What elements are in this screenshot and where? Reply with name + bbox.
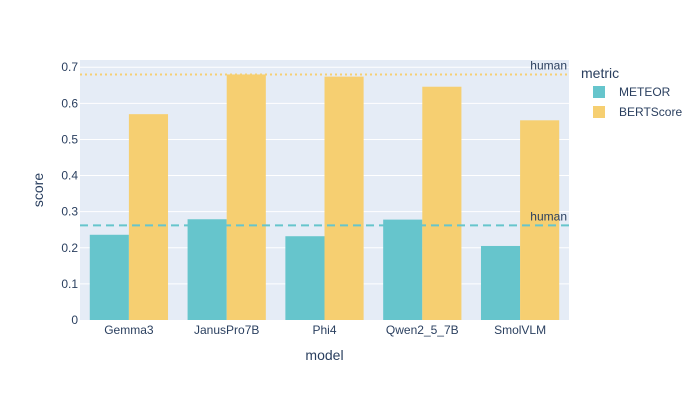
bar-bertscore-qwen2_5_7b	[422, 86, 462, 320]
y-tick-labels: 0 0.1 0.2 0.3 0.4 0.5 0.6 0.7	[61, 60, 78, 327]
y-tick-label: 0.6	[61, 96, 78, 110]
x-tick-label: SmolVLM	[494, 323, 546, 337]
legend-label: BERTScore	[619, 105, 682, 119]
bar-meteor-smolvlm	[480, 245, 521, 320]
bar-meteor-phi4	[285, 236, 325, 320]
reference-line-label: human	[530, 58, 567, 72]
legend-swatch-bertscore	[593, 106, 605, 118]
bar-bertscore-gemma3	[128, 114, 169, 321]
x-axis-label: model	[305, 347, 343, 363]
x-tick-label: Gemma3	[104, 323, 154, 337]
x-tick-labels: Gemma3 JanusPro7B Phi4 Qwen2_5_7B SmolVLM	[104, 323, 546, 337]
x-tick-label: Phi4	[312, 323, 336, 337]
y-tick-label: 0.4	[61, 169, 78, 183]
y-tick-label: 0	[71, 313, 78, 327]
y-axis-label: score	[30, 173, 46, 207]
y-tick-label: 0.3	[61, 205, 78, 219]
legend-label: METEOR	[619, 85, 671, 99]
x-tick-label: Qwen2_5_7B	[386, 323, 459, 337]
y-tick-label: 0.7	[61, 60, 78, 74]
bars	[89, 74, 560, 321]
y-tick-label: 0.5	[61, 132, 78, 146]
legend: METEOR BERTScore	[593, 85, 682, 119]
bar-bertscore-smolvlm	[520, 120, 560, 320]
bar-meteor-januspro7b	[187, 219, 227, 320]
x-tick-label: JanusPro7B	[194, 323, 259, 337]
reference-line-label: human	[530, 209, 567, 223]
bar-bertscore-phi4	[324, 76, 364, 320]
y-tick-label: 0.2	[61, 241, 78, 255]
bar-meteor-gemma3	[89, 234, 129, 320]
legend-swatch-meteor	[593, 86, 605, 98]
y-tick-label: 0.1	[61, 277, 78, 291]
bar-bertscore-januspro7b	[226, 74, 266, 320]
bar-meteor-qwen2_5_7b	[383, 219, 423, 320]
reference-lines: human human	[80, 58, 569, 227]
legend-title: metric	[581, 65, 619, 81]
